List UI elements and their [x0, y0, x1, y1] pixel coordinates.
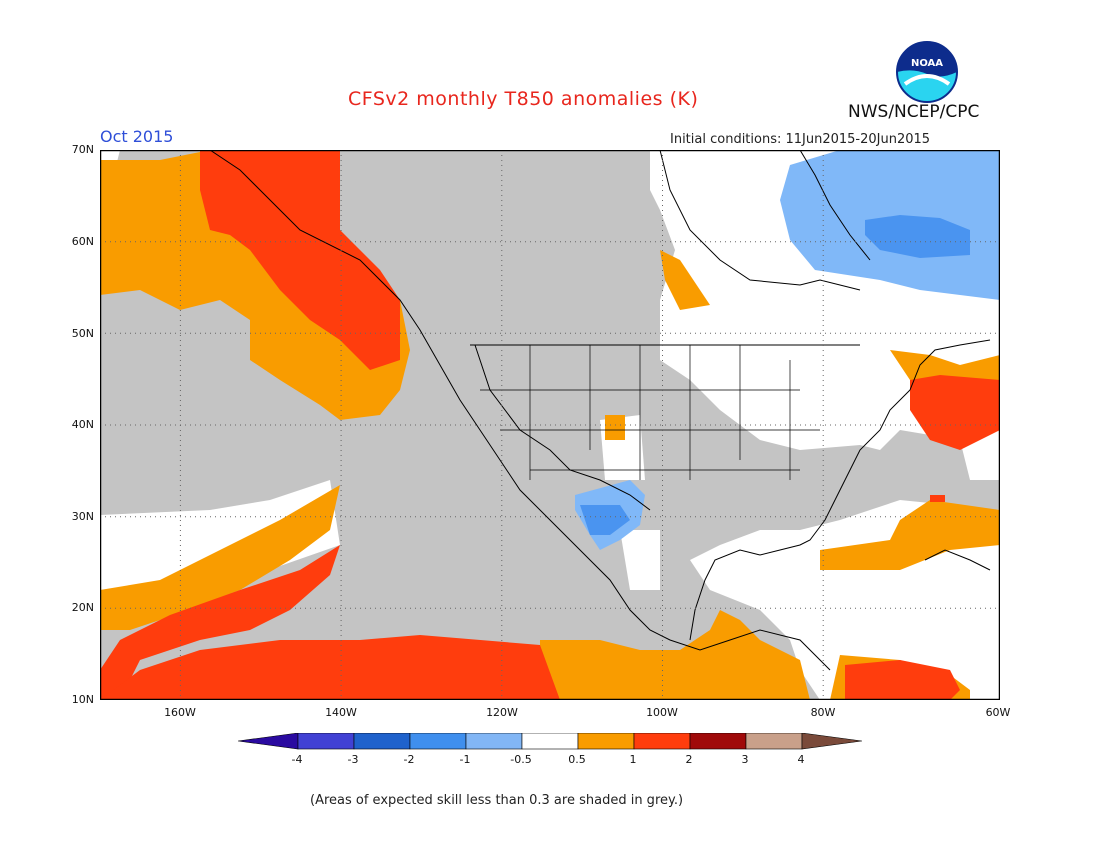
- lat-tick-label: 40N: [71, 418, 94, 431]
- positive-anomaly-strong: [100, 150, 1000, 700]
- colorbar-arrow-high: [801, 733, 862, 750]
- lon-tick-label: 60W: [985, 706, 1011, 719]
- colorbar-cell: [689, 733, 747, 750]
- colorbar-label: 2: [685, 753, 693, 766]
- colorbar-cell: [577, 733, 635, 750]
- colorbar-label: -0.5: [510, 753, 532, 766]
- chart-title: CFSv2 monthly T850 anomalies (K): [348, 88, 699, 110]
- lat-tick-label: 70N: [71, 143, 94, 156]
- lat-tick-label: 10N: [71, 693, 94, 706]
- colorbar-label: 3: [741, 753, 749, 766]
- valid-month: Oct 2015: [100, 127, 174, 146]
- colorbar-label: -3: [347, 753, 359, 766]
- colorbar-label: -4: [291, 753, 303, 766]
- footnote: (Areas of expected skill less than 0.3 a…: [310, 793, 684, 808]
- lon-tick-label: 140W: [325, 706, 357, 719]
- agency-label: NWS/NCEP/CPC: [848, 102, 980, 122]
- noaa-logo-text: NOAA: [911, 58, 943, 69]
- lon-tick-label: 160W: [164, 706, 196, 719]
- colorbar-cell: [353, 733, 411, 750]
- colorbar-label: 4: [797, 753, 805, 766]
- lat-tick-label: 60N: [71, 235, 94, 248]
- colorbar-cell: [633, 733, 691, 750]
- colorbar-cell: [409, 733, 467, 750]
- lon-tick-label: 120W: [486, 706, 518, 719]
- colorbar-cell: [745, 733, 803, 750]
- negative-anomaly-moderate: [580, 215, 970, 535]
- colorbar: [238, 733, 862, 750]
- lat-tick-label: 20N: [71, 601, 94, 614]
- colorbar-label: 1: [629, 753, 637, 766]
- anomaly-map: [100, 150, 1000, 700]
- colorbar-label: -1: [459, 753, 471, 766]
- lon-tick-label: 100W: [646, 706, 678, 719]
- colorbar-label: 0.5: [568, 753, 586, 766]
- graticule: [100, 150, 1000, 700]
- initial-conditions: Initial conditions: 11Jun2015-20Jun2015: [670, 132, 931, 147]
- colorbar-label: -2: [403, 753, 415, 766]
- colorbar-cell: [297, 733, 355, 750]
- lon-tick-label: 80W: [810, 706, 836, 719]
- lat-tick-label: 30N: [71, 510, 94, 523]
- lat-tick-label: 50N: [71, 327, 94, 340]
- colorbar-arrow-low: [238, 733, 299, 750]
- state-borders: [480, 345, 820, 480]
- colorbar-cell: [465, 733, 523, 750]
- coastlines: [209, 150, 991, 671]
- colorbar-cell: [521, 733, 579, 750]
- noaa-logo: NOAA: [895, 40, 959, 108]
- map-frame: [100, 150, 1000, 700]
